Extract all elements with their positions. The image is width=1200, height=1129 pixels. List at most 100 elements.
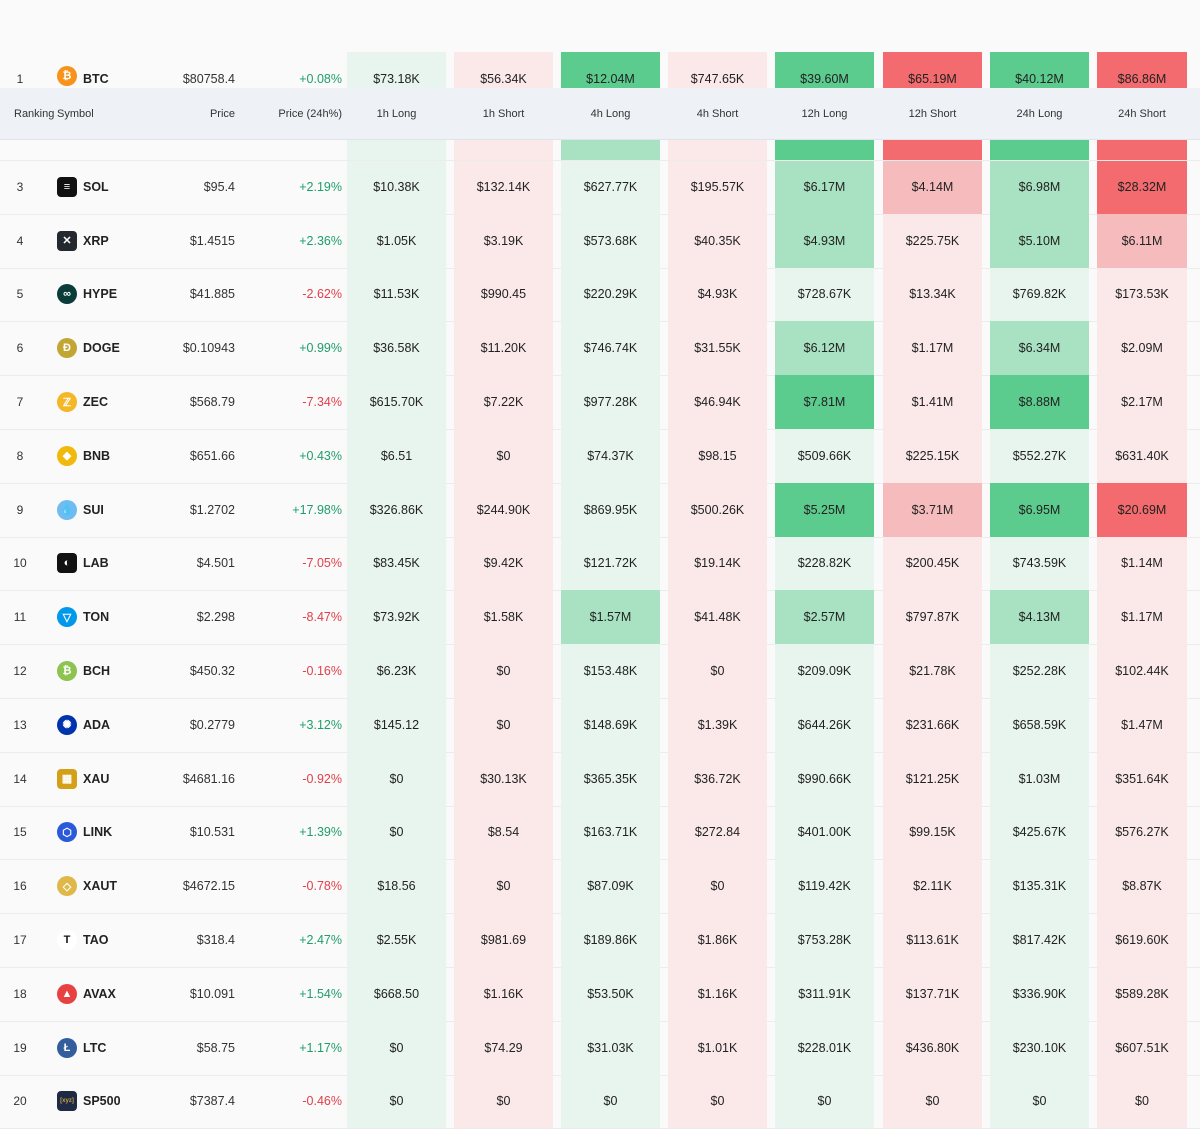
liquidation-cell: $0: [389, 1094, 404, 1109]
liquidation-cell: $74.29: [484, 1040, 523, 1055]
symbol-cell[interactable]: ◆ BNB: [57, 429, 167, 483]
liquidation-cell: $0: [710, 664, 725, 679]
cell-background: [990, 967, 1089, 1021]
liquidation-cell: $4.14M: [911, 179, 954, 194]
cell-background: [775, 213, 874, 268]
cell-background: [775, 913, 874, 967]
symbol-cell[interactable]: ₿ BCH: [57, 644, 167, 698]
header-price[interactable]: Price: [209, 107, 235, 120]
header-price-change[interactable]: Price (24h%): [278, 107, 342, 120]
symbol-cell[interactable]: ℤ ZEC: [57, 375, 167, 429]
cell-background: [990, 1074, 1089, 1129]
table-row[interactable]: 14 ▦ XAU $4681.16 -0.92% $0 $30.13K $365.35K $36…: [0, 751, 1200, 807]
table-row[interactable]: 3 ≡ SOL $95.4 +2.19% $10.38K $132.14K $627.77K $…: [0, 160, 1200, 215]
liquidation-cell: $1.39K: [697, 717, 738, 732]
symbol-cell[interactable]: ▽ TON: [57, 590, 167, 644]
header-1h-short[interactable]: 1h Short: [482, 107, 525, 120]
symbol-cell[interactable]: ◇ XAUT: [57, 859, 167, 913]
cell-background: [883, 139, 982, 160]
liquidation-cell: $2.09M: [1121, 341, 1163, 356]
symbol-cell[interactable]: ≡ SOL: [57, 160, 167, 214]
cell-background: [883, 213, 982, 268]
table-row[interactable]: 17 T TAO $318.4 +2.47% $2.55K $981.69 $189.86K $…: [0, 913, 1200, 968]
table-row[interactable]: 8 ◆ BNB $651.66 +0.43% $6.51 $0 $74.37K $98.15 $5…: [0, 429, 1200, 484]
liquidation-cell: $153.48K: [583, 664, 638, 679]
cell-background: [347, 698, 446, 752]
table-row[interactable]: 12 ₿ BCH $450.32 -0.16% $6.23K $0 $153.48K $0 $20…: [0, 644, 1200, 699]
header-symbol[interactable]: Symbol: [57, 107, 94, 120]
symbol-cell[interactable]: 💧 SUI: [57, 483, 167, 537]
cell-background: [561, 375, 660, 429]
cell-background: [561, 913, 660, 967]
symbol-cell[interactable]: ⬡ LINK: [57, 806, 167, 860]
table-row[interactable]: 1 ₿ BTC $80758.4 +0.08% $73.18K $56.34K $12.04M…: [0, 56, 1200, 88]
cell-background: [347, 1074, 446, 1129]
table-row[interactable]: 11 ▽ TON $2.298 -8.47% $73.92K $1.58K $1.57M $41…: [0, 590, 1200, 646]
cell-background: [883, 536, 982, 591]
liquidation-cell: $73.18K: [373, 72, 420, 86]
table-row[interactable]: 13 ✺ ADA $0.2779 +3.12% $145.12 $0 $148.69K $1.3…: [0, 698, 1200, 753]
liquidation-cell: $121.25K: [905, 771, 960, 786]
liquidation-cell: $87.09K: [587, 879, 634, 894]
liquidation-cell: $6.17M: [803, 179, 846, 194]
header-1h-long[interactable]: 1h Long: [376, 107, 417, 120]
cell-background: [454, 590, 553, 645]
rank-cell: 1: [16, 72, 24, 86]
liquidation-cell: $351.64K: [1115, 771, 1169, 786]
table-row[interactable]: 5 ∞ HYPE $41.885 -2.62% $11.53K $990.45 $220.29…: [0, 267, 1200, 323]
table-row[interactable]: 10 ◐ LAB $4.501 -7.05% $83.45K $9.42K $121.72K $…: [0, 536, 1200, 592]
table-row[interactable]: 20 [xyz] SP500 $7387.4 -0.46% $0 $0 $0 $0 $0 $0 $0 $…: [0, 1074, 1200, 1129]
table-row[interactable]: 15 ⬡ LINK $10.531 +1.39% $0 $8.54 $163.71K $272.…: [0, 805, 1200, 861]
liquidation-cell: $6.11M: [1121, 233, 1163, 248]
cell-background: [883, 913, 982, 967]
header-4h-short[interactable]: 4h Short: [696, 107, 739, 120]
liquidation-cell: $3.19K: [483, 233, 524, 248]
cell-background: [990, 536, 1089, 591]
table-row[interactable]: 9 💧 SUI $1.2702 +17.98% $326.86K $244.90K $869.…: [0, 482, 1200, 538]
liquidation-cell: $4.93M: [803, 233, 846, 248]
symbol-cell[interactable]: [xyz] SP500: [57, 1075, 167, 1129]
table-row[interactable]: 4 ✕ XRP $1.4515 +2.36% $1.05K $3.19K $573.68K $4…: [0, 213, 1200, 269]
liquidation-cell: $20.69M: [1117, 502, 1167, 517]
cell-background: [990, 913, 1089, 967]
table-row[interactable]: 7 ℤ ZEC $568.79 -7.34% $615.70K $7.22K $977.28K…: [0, 375, 1200, 430]
bitcoin-cash-icon: ₿: [57, 661, 77, 682]
symbol-cell[interactable]: ✕ XRP: [57, 214, 167, 268]
cell-background: [668, 1074, 767, 1129]
cell-background: [775, 1020, 874, 1075]
header-ranking[interactable]: Ranking: [14, 107, 55, 120]
liquidation-cell: $5.25M: [803, 502, 846, 517]
cell-background: [990, 1020, 1089, 1075]
symbol-cell[interactable]: Ð DOGE: [57, 321, 167, 375]
cell-background: [775, 536, 874, 591]
symbol-cell[interactable]: ▦ XAU: [57, 752, 167, 806]
liquidation-cell: $11.20K: [480, 341, 527, 356]
symbol-cell[interactable]: T TAO: [57, 913, 167, 967]
table-row[interactable]: 16 ◇ XAUT $4672.15 -0.78% $18.56 $0 $87.09K $0 $1…: [0, 859, 1200, 915]
symbol-cell[interactable]: ₿ BTC: [57, 56, 167, 88]
table-row[interactable]: 19 Ł LTC $58.75 +1.17% $0 $74.29 $31.03K $1.01K $…: [0, 1020, 1200, 1076]
bitcoin-icon: ₿: [57, 66, 77, 86]
liquidation-cell: $132.14K: [476, 179, 531, 194]
table-row[interactable]: 18 ▲ AVAX $10.091 +1.54% $668.50 $1.16K $53.50K…: [0, 967, 1200, 1022]
liquidation-cell: $8.88M: [1018, 395, 1061, 410]
header-4h-long[interactable]: 4h Long: [590, 107, 631, 120]
symbol-cell[interactable]: ✺ ADA: [57, 698, 167, 752]
header-24h-short[interactable]: 24h Short: [1118, 107, 1166, 120]
cell-background: [347, 267, 446, 322]
symbol-cell[interactable]: ◐ LAB: [57, 537, 167, 591]
header-12h-short[interactable]: 12h Short: [908, 107, 957, 120]
liquidation-cell: $7.22K: [483, 395, 524, 410]
price-change-cell: +17.98%: [292, 502, 342, 517]
cell-background: [1097, 160, 1187, 214]
header-24h-long[interactable]: 24h Long: [1016, 107, 1063, 120]
liquidation-cell: $990.45: [480, 287, 527, 302]
price-cell: $0.2779: [189, 717, 235, 732]
symbol-cell[interactable]: ▲ AVAX: [57, 967, 167, 1021]
table-row[interactable]: 6 Ð DOGE $0.10943 +0.99% $36.58K $11.20K $746.7…: [0, 321, 1200, 377]
liquidation-cell: $0: [496, 664, 511, 679]
symbol-cell[interactable]: ∞ HYPE: [57, 268, 167, 322]
symbol-cell[interactable]: Ł LTC: [57, 1021, 167, 1075]
header-12h-long[interactable]: 12h Long: [801, 107, 848, 120]
